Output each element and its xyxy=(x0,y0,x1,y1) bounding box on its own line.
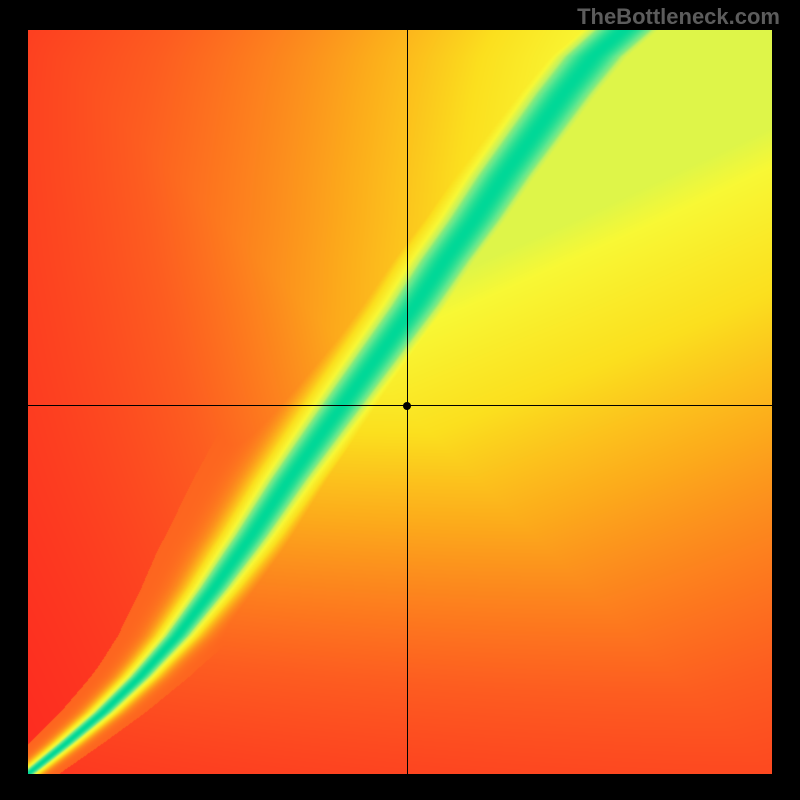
heatmap-canvas xyxy=(28,30,772,774)
watermark-text: TheBottleneck.com xyxy=(577,4,780,30)
crosshair-horizontal-line xyxy=(28,405,772,406)
heatmap-plot xyxy=(28,30,772,774)
page-root: { "watermark": { "text": "TheBottleneck.… xyxy=(0,0,800,800)
